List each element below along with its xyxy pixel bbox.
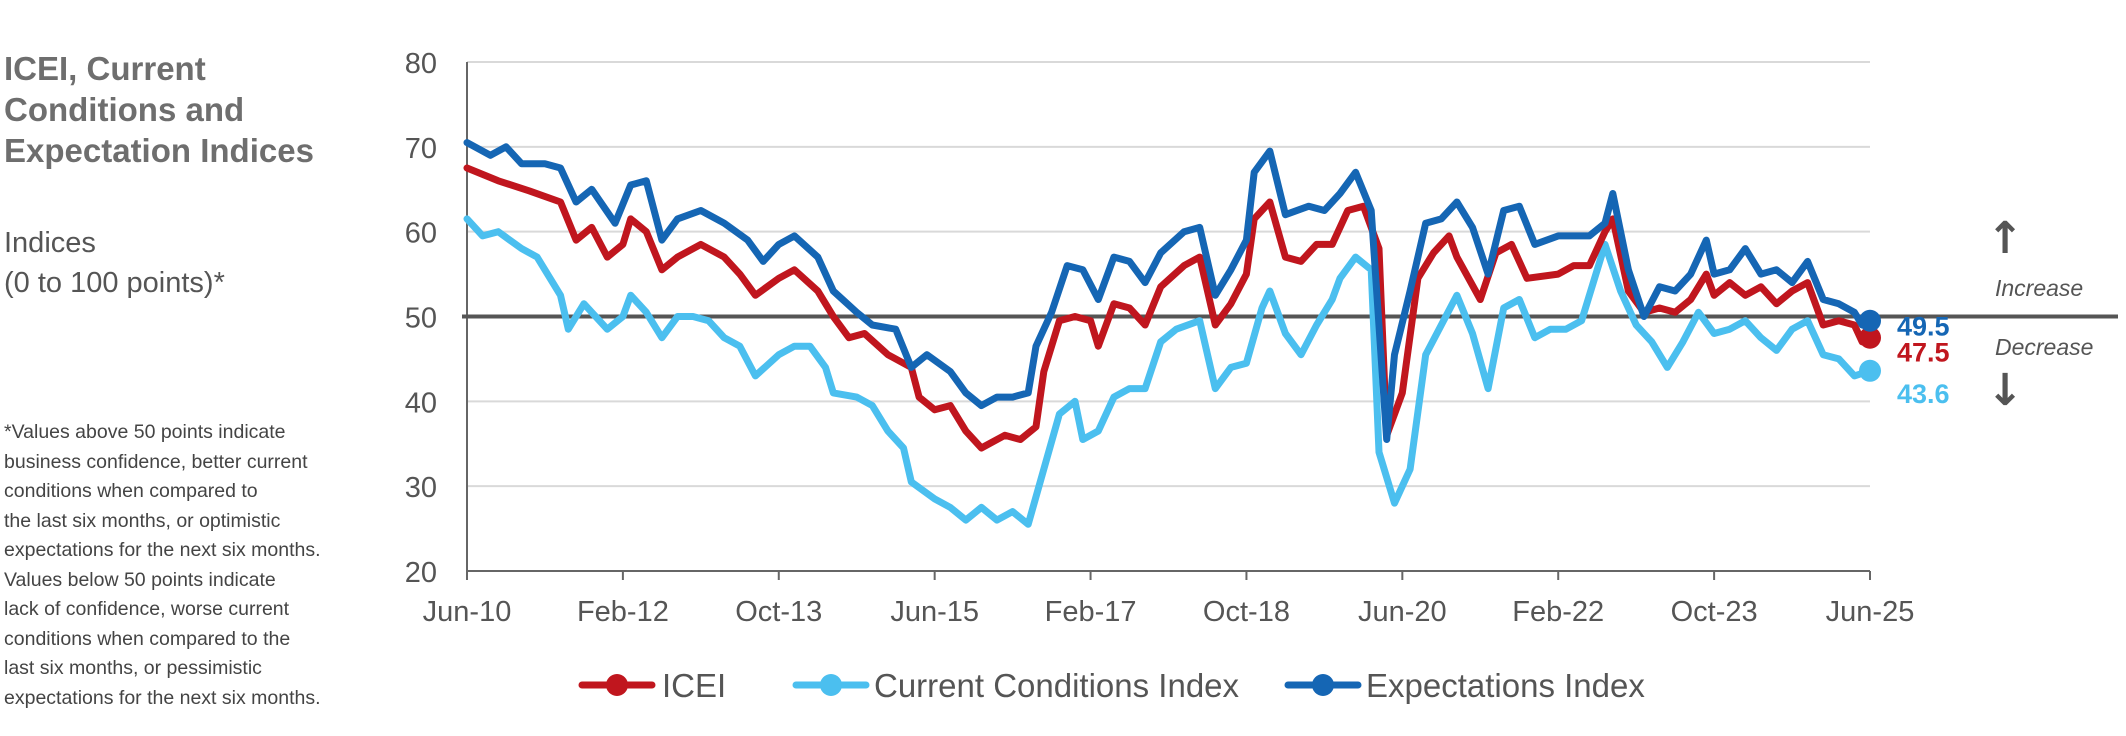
subtitle-line-1: Indices <box>4 227 96 259</box>
x-tick-label: Jun-25 <box>1826 596 1915 628</box>
footnote: *Values above 50 points indicate busines… <box>4 418 344 713</box>
y-tick-label: 50 <box>405 303 437 335</box>
end-marker <box>1859 309 1881 332</box>
chart-title-line-1: ICEI, Current <box>4 50 206 87</box>
x-tick-label: Oct-23 <box>1671 596 1758 628</box>
legend-label: Expectations Index <box>1366 667 1645 704</box>
x-tick-label: Feb-17 <box>1045 596 1137 628</box>
footnote-line: business confidence, better current <box>4 450 308 473</box>
side-panel: ICEI, Current Conditions and Expectation… <box>4 48 374 303</box>
increase-arrow: ↑ <box>1987 213 2024 264</box>
end-value-label: 47.5 <box>1897 338 1950 368</box>
end-value-label: 49.5 <box>1897 312 1950 342</box>
legend-item-expectations: Expectations Index <box>1284 667 1645 704</box>
series-line-1 <box>463 215 1874 528</box>
increase-label: Increase <box>1995 275 2083 301</box>
footnote-line: lack of confidence, worse current <box>4 598 290 620</box>
x-axis-ticks: Jun-10 Feb-12 Oct-13 Jun-15 Feb-17 Oct-18 Jun-… <box>423 571 1915 628</box>
series-line-0 <box>463 164 1874 452</box>
y-axis-ticks: 20 30 40 50 60 70 80 <box>405 48 437 589</box>
end-marker <box>1859 359 1881 382</box>
end-labels: 49.547.5 43.6 <box>1859 309 1950 409</box>
grid <box>467 61 1870 488</box>
y-tick-label: 70 <box>405 133 437 165</box>
series <box>463 139 1874 528</box>
y-tick-label: 40 <box>405 387 437 419</box>
subtitle-line-2: (0 to 100 points)* <box>4 267 225 299</box>
x-tick-label: Jun-20 <box>1358 596 1447 628</box>
y-tick-label: 20 <box>405 557 437 589</box>
legend-label: ICEI <box>662 667 726 704</box>
end-value-label: 43.6 <box>1897 379 1950 409</box>
y-tick-label: 30 <box>405 472 437 504</box>
footnote-line: expectations for the next six months. <box>4 539 321 561</box>
y-tick-label: 60 <box>405 218 437 250</box>
footnote-line: expectations for the next six months. <box>4 686 321 709</box>
footnote-line: conditions when compared to <box>4 480 258 502</box>
legend: ICEI Current Conditions Index Expectatio… <box>578 667 1645 704</box>
series-line-2 <box>463 139 1874 443</box>
x-tick-label: Oct-18 <box>1203 596 1290 628</box>
footnote-line: Values below 50 points indicate <box>4 568 276 591</box>
end-marker <box>1859 326 1881 349</box>
legend-item-icei: ICEI <box>578 667 726 704</box>
x-tick-label: Feb-22 <box>1512 596 1604 628</box>
y-tick-label: 80 <box>405 48 437 80</box>
chart-subtitle: Indices (0 to 100 points)* <box>4 223 374 303</box>
x-tick-label: Feb-12 <box>577 596 669 628</box>
decrease-label: Decrease <box>1995 334 2093 360</box>
chart-title: ICEI, Current Conditions and Expectation… <box>4 48 374 171</box>
chart-title-line-2: Conditions and <box>4 91 245 128</box>
axes <box>462 62 2118 572</box>
footnote-line: conditions when compared to the <box>4 627 291 650</box>
chart-title-line-3: Expectation Indices <box>4 132 314 169</box>
footnote-line: last six months, or pessimistic <box>4 657 262 679</box>
x-tick-label: Jun-15 <box>890 596 979 628</box>
decrease-arrow: ↓ <box>1987 365 2024 416</box>
legend-item-current-conditions: Current Conditions Index <box>792 667 1240 704</box>
footnote-line: the last six months, or optimistic <box>4 509 281 532</box>
x-tick-label: Jun-10 <box>423 596 512 628</box>
footnote-line: *Values above 50 points indicate <box>4 421 286 443</box>
legend-label: Current Conditions Index <box>874 667 1240 704</box>
x-tick-label: Oct-13 <box>735 596 822 628</box>
